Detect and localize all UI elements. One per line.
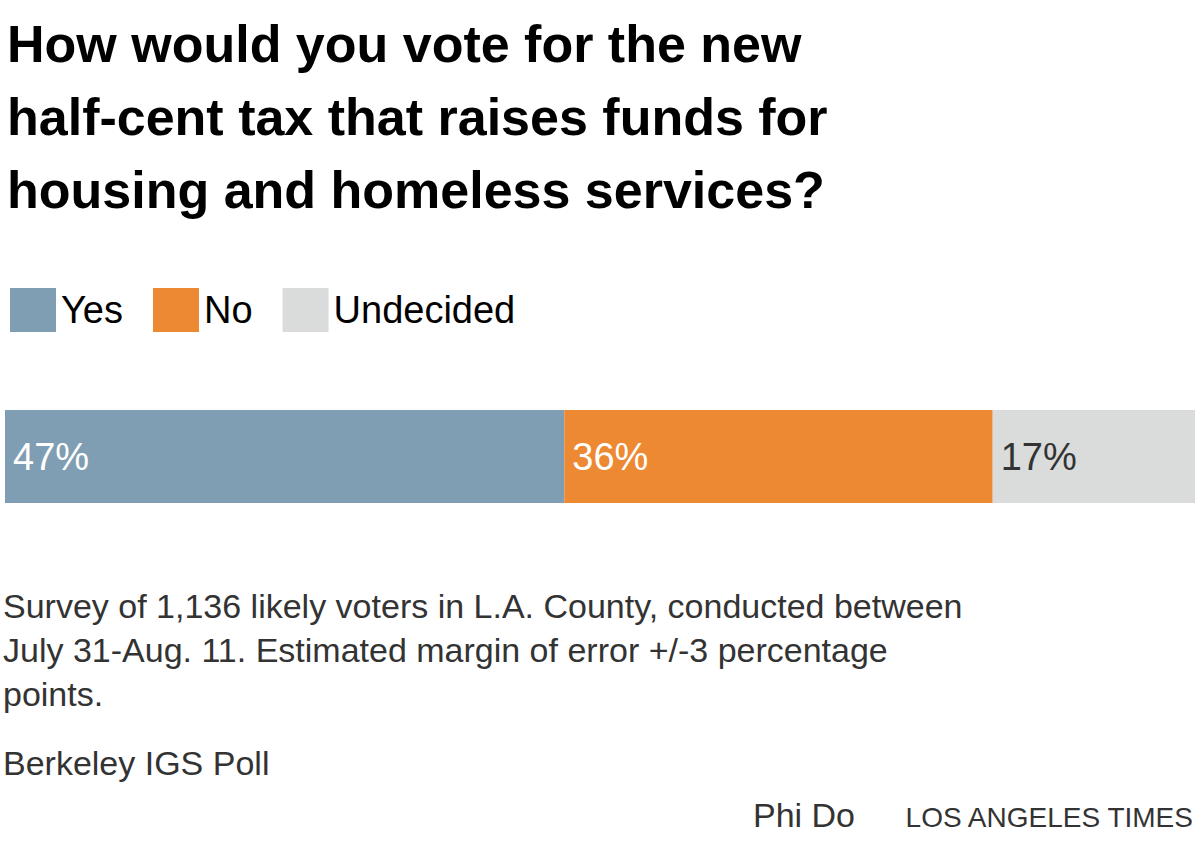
svg-text:Survey of 1,136 likely voters: Survey of 1,136 likely voters in L.A. Co… xyxy=(3,587,962,625)
svg-text:points.: points. xyxy=(3,675,103,713)
svg-text:half-cent tax that raises fund: half-cent tax that raises funds for xyxy=(7,88,828,146)
svg-text:Phi Do: Phi Do xyxy=(753,796,855,834)
svg-text:How would you vote for the new: How would you vote for the new xyxy=(7,15,802,73)
svg-text:housing and homeless services?: housing and homeless services? xyxy=(7,161,825,219)
svg-text:17%: 17% xyxy=(1001,436,1077,478)
svg-text:Berkeley IGS Poll: Berkeley IGS Poll xyxy=(3,744,269,782)
svg-text:36%: 36% xyxy=(572,436,648,478)
svg-text:47%: 47% xyxy=(13,436,89,478)
svg-text:July 31-Aug. 11. Estimated mar: July 31-Aug. 11. Estimated margin of err… xyxy=(3,631,888,669)
svg-text:No: No xyxy=(204,289,253,331)
svg-text:LOS ANGELES TIMES: LOS ANGELES TIMES xyxy=(906,802,1193,833)
svg-text:Yes: Yes xyxy=(61,289,123,331)
svg-text:Undecided: Undecided xyxy=(334,289,516,331)
